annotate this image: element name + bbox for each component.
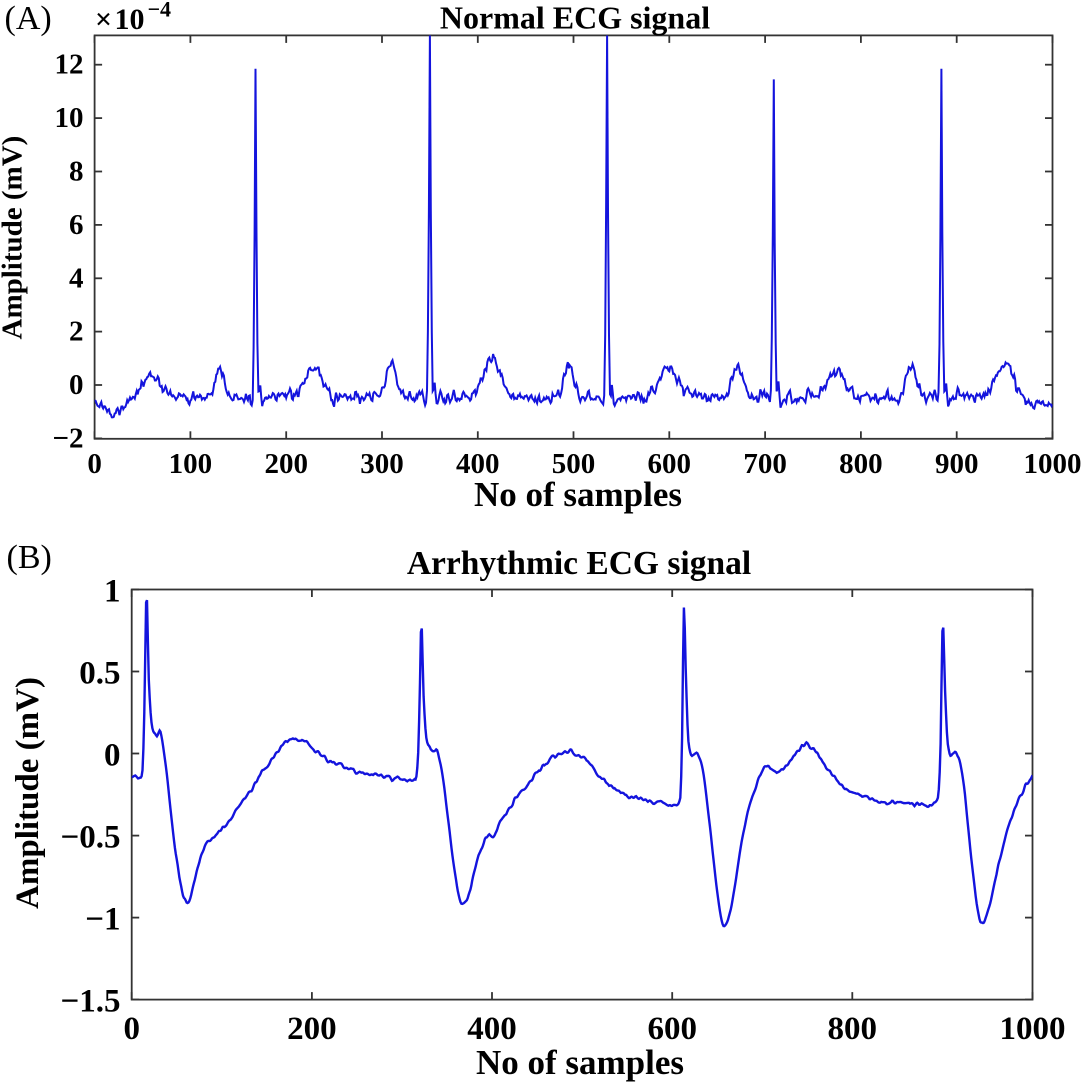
svg-text:Amplitude (mV): Amplitude (mV) bbox=[10, 677, 46, 909]
svg-text:(B): (B) bbox=[7, 539, 52, 576]
svg-text:10: 10 bbox=[115, 3, 145, 36]
svg-text:−0.5: −0.5 bbox=[60, 820, 120, 856]
svg-text:−4: −4 bbox=[148, 0, 172, 22]
svg-text:300: 300 bbox=[360, 448, 404, 480]
svg-text:700: 700 bbox=[743, 448, 787, 480]
svg-text:600: 600 bbox=[648, 448, 692, 480]
svg-text:−1: −1 bbox=[85, 902, 120, 938]
svg-text:10: 10 bbox=[55, 102, 84, 134]
svg-text:1000: 1000 bbox=[1024, 448, 1082, 480]
svg-text:8: 8 bbox=[69, 156, 84, 188]
svg-text:400: 400 bbox=[467, 1011, 517, 1047]
svg-text:1: 1 bbox=[104, 574, 121, 610]
svg-text:500: 500 bbox=[552, 448, 596, 480]
svg-text:Normal ECG signal: Normal ECG signal bbox=[440, 0, 710, 36]
svg-text:×: × bbox=[95, 3, 112, 36]
svg-text:0: 0 bbox=[104, 738, 121, 774]
svg-text:600: 600 bbox=[647, 1011, 697, 1047]
svg-text:No of samples: No of samples bbox=[476, 1043, 684, 1082]
svg-text:12: 12 bbox=[55, 49, 84, 81]
svg-text:400: 400 bbox=[456, 448, 500, 480]
svg-text:900: 900 bbox=[935, 448, 979, 480]
svg-text:0.5: 0.5 bbox=[79, 656, 120, 692]
svg-text:0: 0 bbox=[87, 448, 102, 480]
svg-text:2: 2 bbox=[69, 316, 84, 348]
svg-text:No of samples: No of samples bbox=[474, 475, 682, 514]
svg-text:Amplitude (mV): Amplitude (mV) bbox=[0, 136, 29, 340]
svg-text:200: 200 bbox=[287, 1011, 337, 1047]
svg-text:200: 200 bbox=[264, 448, 308, 480]
svg-text:0: 0 bbox=[69, 369, 84, 401]
svg-text:100: 100 bbox=[169, 448, 213, 480]
svg-text:Arrhythmic ECG signal: Arrhythmic ECG signal bbox=[407, 545, 751, 582]
svg-text:4: 4 bbox=[69, 262, 84, 294]
svg-text:−2: −2 bbox=[52, 422, 83, 454]
svg-text:−1.5: −1.5 bbox=[60, 984, 120, 1020]
svg-text:(A): (A) bbox=[5, 0, 52, 37]
svg-text:6: 6 bbox=[69, 209, 84, 241]
svg-text:1000: 1000 bbox=[1000, 1011, 1066, 1047]
svg-text:800: 800 bbox=[828, 1011, 878, 1047]
svg-text:800: 800 bbox=[839, 448, 883, 480]
svg-text:0: 0 bbox=[123, 1011, 140, 1047]
